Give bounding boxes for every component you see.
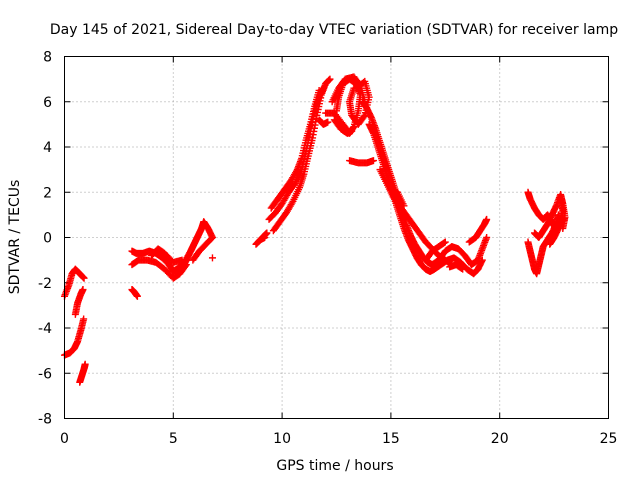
- data-point: [263, 229, 271, 237]
- y-tick-label: 0: [43, 231, 52, 247]
- y-tick-label: 2: [43, 185, 52, 201]
- data-points: [61, 73, 569, 386]
- data-point: [400, 202, 408, 210]
- x-tick-label: 5: [169, 431, 178, 447]
- y-tick-label: 6: [43, 95, 52, 111]
- y-tick-label: 8: [43, 50, 52, 66]
- x-tick-label: 20: [491, 431, 509, 447]
- y-tick-label: -4: [38, 321, 52, 337]
- plot-frame: [64, 56, 609, 419]
- data-point: [483, 234, 491, 241]
- y-tick-label: -6: [38, 366, 52, 382]
- data-point: [189, 256, 197, 264]
- data-point: [478, 256, 486, 264]
- data-point: [288, 199, 296, 207]
- data-point: [319, 84, 327, 92]
- data-point: [200, 220, 208, 228]
- data-point: [261, 234, 269, 241]
- data-point: [81, 360, 89, 368]
- y-tick-label: -2: [38, 276, 52, 292]
- chart-title: Day 145 of 2021, Sidereal Day-to-day VTE…: [50, 22, 618, 38]
- data-point: [554, 211, 562, 219]
- y-tick-labels: -8 -6 -4 -2 0 2 4 6 8: [38, 50, 52, 428]
- data-point: [348, 127, 356, 135]
- x-tick-label: 15: [382, 431, 400, 447]
- y-tick-label: 4: [43, 140, 52, 156]
- x-axis-label: GPS time / hours: [276, 458, 393, 474]
- data-point: [133, 292, 141, 300]
- data-point: [80, 274, 88, 282]
- data-point: [79, 286, 87, 294]
- x-tick-labels: 0 5 10 15 20 25: [60, 431, 617, 447]
- data-point: [559, 215, 567, 223]
- data-point: [483, 215, 491, 223]
- x-tick-label: 25: [600, 431, 618, 447]
- data-point: [208, 254, 216, 262]
- data-point: [326, 75, 334, 83]
- data-point: [369, 157, 377, 165]
- data-point: [80, 315, 88, 323]
- data-point: [350, 84, 358, 92]
- x-tick-label: 10: [273, 431, 291, 447]
- data-point: [459, 265, 467, 273]
- y-axis-label: SDTVAR / TECUs: [7, 180, 23, 295]
- data-point: [190, 255, 198, 263]
- data-point: [315, 86, 323, 94]
- data-point: [441, 238, 449, 246]
- x-tick-label: 0: [60, 431, 69, 447]
- data-point: [292, 167, 300, 175]
- data-point: [333, 107, 340, 115]
- data-point: [324, 118, 332, 126]
- data-point: [349, 113, 357, 121]
- y-tick-label: -8: [38, 412, 52, 428]
